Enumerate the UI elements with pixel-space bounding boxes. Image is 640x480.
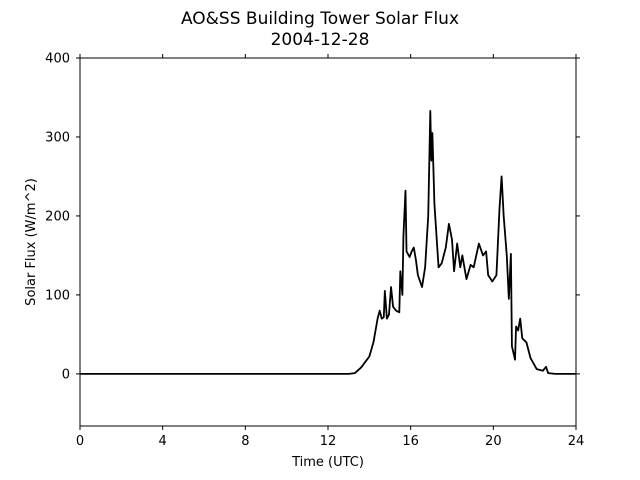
y-axis-label: Solar Flux (W/m^2) (24, 178, 39, 306)
x-tick-label: 16 (402, 434, 419, 449)
x-tick-label: 20 (485, 434, 502, 449)
y-tick-label: 300 (45, 130, 70, 145)
y-tick-label: 200 (45, 209, 70, 224)
x-tick-label: 24 (568, 434, 585, 449)
y-tick-label: 400 (45, 52, 70, 67)
plot-frame (79, 57, 577, 427)
y-tick-label: 0 (62, 367, 70, 382)
x-axis-label: Time (UTC) (291, 455, 364, 470)
data-line (80, 110, 576, 375)
x-tick-label: 8 (241, 434, 249, 449)
x-tick-label: 12 (320, 434, 337, 449)
chart-title: AO&SS Building Tower Solar Flux (181, 9, 459, 29)
x-tick-label: 0 (76, 434, 84, 449)
y-tick-label: 100 (45, 288, 70, 303)
chart-subtitle: 2004-12-28 (271, 30, 370, 50)
x-tick-label: 4 (159, 434, 167, 449)
